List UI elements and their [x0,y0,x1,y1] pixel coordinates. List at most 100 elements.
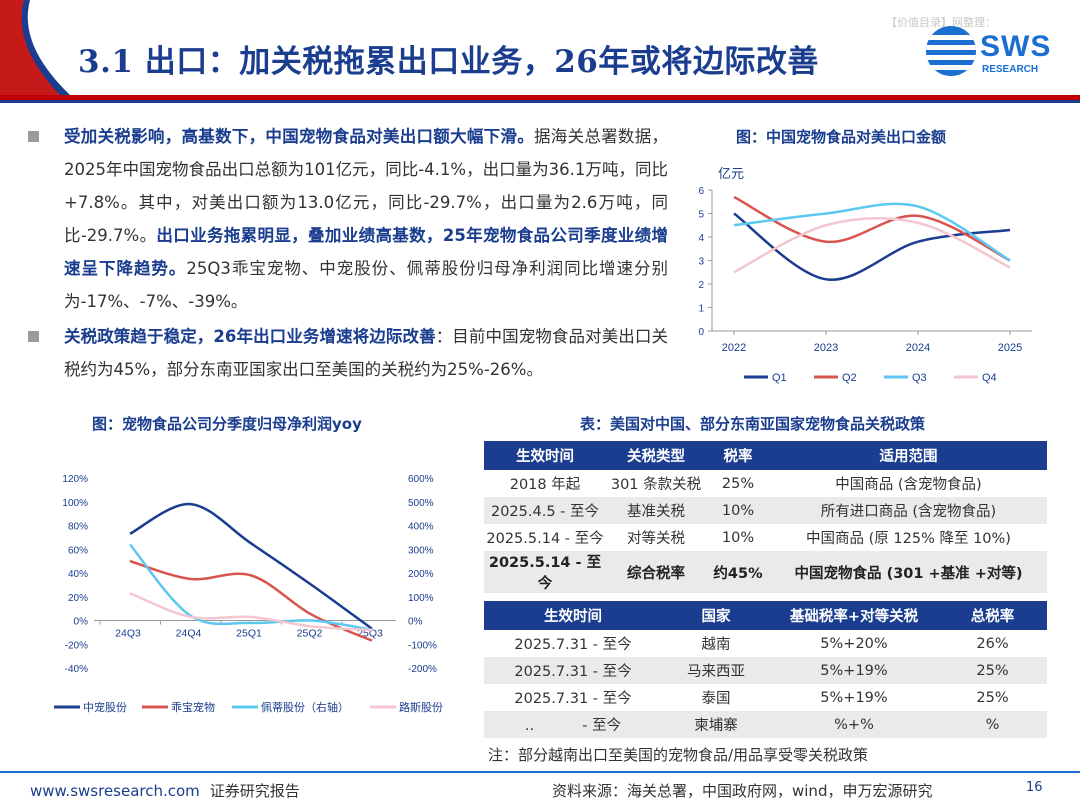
legend-label: 佩蒂股份（右轴） [261,700,349,714]
x-tick-label: 24Q3 [115,628,141,640]
y-left-tick-label: 120% [62,474,88,485]
table-cell: 柬埔寨 [662,711,770,738]
page-number: 16 [1026,780,1043,795]
table-cell: % [938,711,1047,738]
table-row: 2025.4.5 - 至今 基准关税 10% 所有进口商品 (含宠物食品) [484,497,1047,524]
y-left-tick-label: 20% [68,593,88,604]
table-cell: 约45% [706,551,770,593]
y-left-tick-label: 80% [68,522,88,533]
table-row: 2025.5.14 - 至今 对等关税 10% 中国商品 (原 125% 降至 … [484,524,1047,551]
x-tick-label: 25Q1 [236,628,262,640]
y-left-tick-label: -40% [65,664,88,675]
y-right-tick-label: 100% [408,593,434,604]
y-tick-label: 5 [698,210,704,221]
table-cell: 5%+19% [770,657,938,684]
legend-label: Q3 [912,372,927,384]
x-tick-label: 2025 [998,342,1022,354]
y-right-tick-label: 600% [408,474,434,485]
bullet-2-bold: 关税政策趋于稳定，26年出口业务增速将边际改善 [64,327,436,346]
table-row: 2025.7.31 - 至今 越南 5%+20% 26% [484,630,1047,657]
table-cell: 2018 年起 [509,477,581,493]
series-line-Q4 [733,217,1011,274]
globe-icon [926,26,976,76]
y-right-tick-label: 200% [408,569,434,580]
title-rule-blue [0,100,1080,103]
table-row: .. - 至今 柬埔寨 %+% % [484,711,1047,738]
x-tick-label: 2024 [906,342,930,354]
footer-left: www.swsresearch.com 证券研究报告 [30,780,300,801]
table-cell: 5%+19% [820,689,888,706]
table-row: 2025.7.31 - 至今 马来西亚 5%+19% 25% [484,657,1047,684]
table-cell: 25% [721,475,755,492]
page-title: 3.1 出口：加关税拖累出口业务，26年或将边际改善 [78,44,819,80]
x-tick-label: 24Q4 [176,628,202,640]
bullet-1-text-a: 据海关总署数据，2025年中国宠物食品出口总额为101亿元，同比-4.1%，出口… [64,127,669,245]
table-cell: 5%+20% [820,635,888,652]
y-right-tick-label: 300% [408,545,434,556]
export-amount-chart: 亿元 0 1 2 3 4 5 6 2022 2023 2024 2025 Q1 Q2 Q3 Q4 [698,166,1032,384]
y-right-tick-label: 400% [408,522,434,533]
legend-label: Q1 [772,372,787,384]
table1-header: 生效时间 [484,441,606,470]
table-cell: 301 条款关税 [610,477,702,493]
footer-label: 证券研究报告 [209,782,300,800]
legend-label: 中宠股份 [83,700,127,714]
logo-subtext: RESEARCH [982,64,1039,75]
table-cell: 2025.4.5 - 至今 [484,497,606,524]
series-line-路斯股份 [129,592,373,632]
legend-label: Q4 [982,372,997,384]
table-cell: 10% [721,529,755,546]
series-line-乖宝宠物 [129,559,373,642]
table-cell: 2025.7.31 - 至今 [484,657,662,684]
table2-header: 总税率 [938,601,1047,630]
table-cell: 中国宠物食品 (301 +基准 +对等) [770,551,1047,593]
x-tick-label: 2022 [722,342,746,354]
table-cell: 泰国 [701,691,731,707]
y-right-tick-label: 0% [408,617,423,628]
table-cell: 2025.5.14 - 至今 [484,551,606,593]
y-left-tick-label: 60% [68,545,88,556]
footer-source: 资料来源：海关总署，中国政府网，wind，申万宏源研究 [552,782,933,800]
legend-label: 乖宝宠物 [171,700,215,714]
table-row: 2025.5.14 - 至今 综合税率 约45% 中国宠物食品 (301 +基准… [484,551,1047,593]
table-title: 表：美国对中国、部分东南亚国家宠物食品关税政策 [580,415,926,433]
series-line-Q1 [733,212,1011,281]
bullet-square-icon [28,331,39,342]
table-cell: 中国商品 (原 125% 降至 10%) [806,531,1011,547]
table-cell: 25% [976,689,1009,706]
y-left-tick-label: 0% [74,617,89,628]
y-right-tick-label: -200% [408,664,437,675]
table-note: 注：部分越南出口至美国的宠物食品/用品享受零关税政策 [488,746,869,764]
watermark-text: 【价值目录】网整理： [886,16,996,29]
table1-header: 适用范围 [770,441,1047,470]
y-tick-label: 3 [698,257,704,268]
table-cell: 基准关税 [606,497,706,524]
table-row: 2025.7.31 - 至今 泰国 5%+19% 25% [484,684,1047,711]
footer-url-link[interactable]: www.swsresearch.com [30,782,200,800]
corner-decoration [0,0,70,95]
y-left-tick-label: 40% [68,569,88,580]
y-right-tick-label: -100% [408,640,437,651]
title-rule-red [0,95,1080,100]
bullet-list: 受加关税影响，高基数下，中国宠物食品对美出口额大幅下滑。据海关总署数据，2025… [28,120,668,386]
y-axis-unit-label: 亿元 [718,166,744,181]
profit-yoy-chart: -40% -20% 0% 20% 40% 60% 80% 100% 120% -200% -100%… [54,474,443,714]
sws-logo: SWS RESEARCH [922,22,1062,82]
y-tick-label: 4 [698,233,704,244]
chart-2-title: 图：宠物食品公司分季度归母净利润yoy [92,415,362,433]
legend-label: 路斯股份 [399,701,443,714]
tariff-table-china: 生效时间 关税类型 税率 适用范围 2018 年起 301 条款关税 25% 中… [484,441,1047,593]
table2-header: 基础税率+对等关税 [770,601,938,630]
series-line-佩蒂股份（右轴） [129,543,373,631]
logo-text: SWS [980,30,1052,63]
y-tick-label: 0 [698,327,704,338]
bullet-1-bold-a: 受加关税影响，高基数下，中国宠物食品对美出口额大幅下滑。 [64,127,534,146]
table-cell: 马来西亚 [662,657,770,684]
y-left-tick-label: -20% [65,640,88,651]
bullet-square-icon [28,131,39,142]
table-cell: 综合税率 [606,551,706,593]
bullet-2: 关税政策趋于稳定，26年出口业务增速将边际改善：目前中国宠物食品对美出口关税约为… [28,320,668,386]
table1-header: 关税类型 [606,441,706,470]
bullet-1: 受加关税影响，高基数下，中国宠物食品对美出口额大幅下滑。据海关总署数据，2025… [28,120,668,318]
chart-1-title: 图：中国宠物食品对美出口金额 [736,128,947,146]
